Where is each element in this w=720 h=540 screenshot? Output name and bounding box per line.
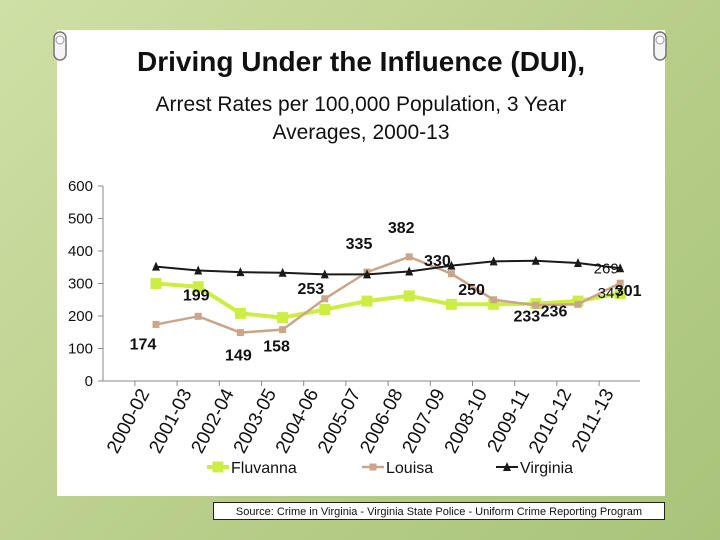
data-point-virginia [531, 255, 540, 265]
data-point-virginia [320, 269, 329, 279]
data-label-louisa: 233 [513, 308, 540, 325]
data-point-louisa [447, 270, 455, 278]
data-point-virginia [405, 266, 414, 276]
y-tick-label: 100 [68, 341, 93, 358]
data-label-louisa: 174 [130, 336, 157, 353]
data-point-fluvanna [319, 304, 331, 315]
data-point-virginia [489, 256, 498, 266]
legend-marker-fluvanna [212, 461, 224, 473]
data-point-louisa [490, 296, 498, 304]
series-line-louisa [155, 255, 621, 334]
y-tick-label: 500 [68, 211, 93, 228]
data-label-louisa: 330 [424, 253, 451, 270]
data-point-fluvanna [277, 312, 289, 324]
subtitle-line-2: Averages, 2000-13 [272, 121, 450, 144]
data-label-louisa: 382 [388, 220, 415, 237]
data-point-fluvanna [403, 290, 415, 302]
data-label-louisa: 335 [346, 236, 373, 253]
chart-subtitle: Arrest Rates per 100,000 Population, 3 Y… [57, 91, 665, 147]
y-tick-label: 0 [85, 373, 93, 390]
data-label-louisa: 236 [541, 303, 568, 320]
data-point-virginia [574, 258, 582, 268]
pin-icon-right [653, 31, 667, 61]
data-point-louisa [194, 312, 202, 320]
data-label-louisa: 199 [183, 287, 210, 304]
legend-label-fluvanna: Fluvanna [231, 460, 297, 477]
data-point-fluvanna [614, 288, 626, 300]
data-label-louisa: 158 [263, 339, 290, 356]
legend-label-louisa: Louisa [386, 460, 433, 477]
pin-icon-left [53, 31, 67, 61]
subtitle-line-1: Arrest Rates per 100,000 Population, 3 Y… [155, 93, 567, 116]
legend-marker-louisa [369, 463, 377, 471]
legend-label-virginia: Virginia [520, 460, 573, 477]
data-point-virginia [152, 261, 160, 271]
data-point-virginia [363, 269, 371, 279]
data-point-virginia [236, 267, 245, 277]
data-point-fluvanna [150, 278, 162, 289]
data-point-virginia [616, 263, 625, 273]
data-point-virginia [194, 265, 203, 275]
data-point-louisa [236, 329, 244, 337]
data-point-louisa [279, 326, 287, 334]
y-tick-label: 600 [68, 178, 93, 195]
data-point-louisa [321, 295, 329, 303]
data-point-louisa [532, 301, 540, 309]
y-tick-label: 400 [68, 243, 93, 260]
y-tick-label: 300 [68, 276, 93, 293]
data-label-louisa: 253 [297, 281, 324, 298]
data-point-louisa [152, 320, 160, 328]
data-point-fluvanna [192, 281, 204, 293]
source-note: Source: Crime in Virginia - Virginia Sta… [213, 502, 665, 520]
data-label-virginia: 347 [598, 285, 623, 302]
data-point-virginia [278, 267, 287, 277]
series-line-virginia [155, 259, 621, 276]
data-point-fluvanna [445, 298, 457, 310]
data-point-fluvanna [488, 298, 500, 310]
series-line-fluvanna [155, 281, 621, 320]
data-point-louisa [405, 253, 413, 261]
y-tick-label: 200 [68, 308, 93, 325]
legend-marker-virginia [503, 462, 511, 471]
data-point-louisa [574, 300, 582, 308]
data-label-louisa: 250 [458, 282, 485, 299]
data-label-louisa: 301 [615, 283, 642, 300]
data-point-virginia [447, 260, 456, 270]
data-label-fluvanna: 269 [594, 261, 619, 278]
data-point-fluvanna [361, 295, 373, 307]
data-label-louisa: 149 [225, 348, 252, 365]
chart-title: Driving Under the Influence (DUI), [136, 46, 586, 77]
data-point-fluvanna [234, 307, 246, 319]
data-point-louisa [616, 279, 624, 287]
